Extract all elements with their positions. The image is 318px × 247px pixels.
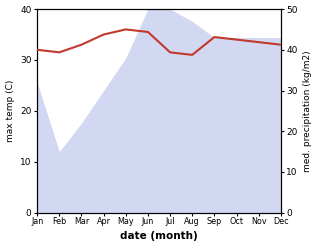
Y-axis label: max temp (C): max temp (C) [5,80,15,142]
X-axis label: date (month): date (month) [120,231,198,242]
Y-axis label: med. precipitation (kg/m2): med. precipitation (kg/m2) [303,50,313,172]
